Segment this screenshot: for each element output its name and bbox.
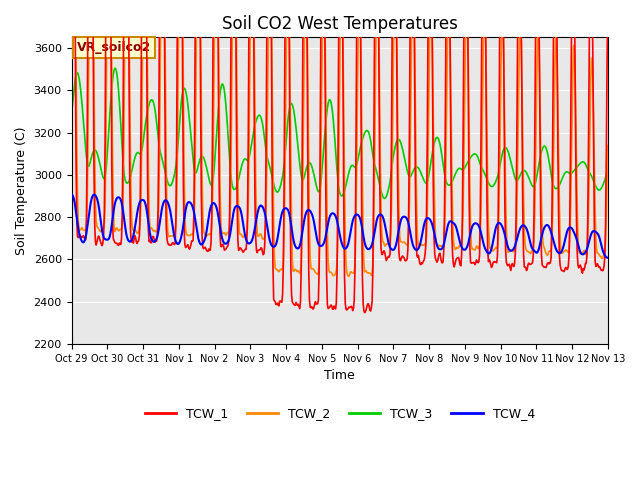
Line: TCW_4: TCW_4 [72, 194, 608, 258]
TCW_3 [216, 91, 224, 97]
TCW_3 [422, 180, 429, 186]
TCW_1 [361, 310, 369, 315]
TCW_1 [216, 230, 224, 236]
TCW_2 [188, 231, 195, 237]
TCW_3 [604, 168, 612, 174]
TCW_2 [133, 230, 141, 236]
Line: TCW_3: TCW_3 [72, 68, 608, 198]
Text: VR_soilco2: VR_soilco2 [77, 41, 151, 54]
TCW_4 [132, 215, 140, 221]
TCW_3 [406, 174, 414, 180]
Line: TCW_1: TCW_1 [72, 0, 608, 312]
TCW_2 [216, 176, 224, 182]
TCW_4 [405, 221, 413, 227]
TCW_2 [422, 239, 429, 245]
TCW_3 [133, 150, 141, 156]
TCW_2 [345, 274, 353, 279]
TCW_3 [68, 108, 76, 114]
TCW_4 [187, 200, 195, 206]
TCW_4 [216, 219, 223, 225]
TCW_3 [77, 93, 85, 98]
Line: TCW_2: TCW_2 [72, 0, 608, 276]
TCW_2 [604, 143, 612, 148]
Y-axis label: Soil Temperature (C): Soil Temperature (C) [15, 126, 28, 255]
TCW_3 [111, 65, 118, 71]
TCW_4 [68, 191, 76, 197]
TCW_1 [188, 238, 195, 244]
TCW_1 [422, 242, 429, 248]
Title: Soil CO2 West Temperatures: Soil CO2 West Temperatures [221, 15, 458, 33]
TCW_4 [77, 237, 85, 243]
TCW_4 [604, 255, 612, 261]
TCW_1 [133, 240, 141, 246]
X-axis label: Time: Time [324, 370, 355, 383]
TCW_1 [78, 235, 86, 240]
TCW_3 [381, 195, 388, 201]
TCW_3 [188, 141, 195, 147]
TCW_4 [420, 221, 428, 227]
TCW_2 [406, 155, 414, 160]
TCW_2 [78, 225, 86, 230]
TCW_1 [406, 14, 414, 20]
Legend: TCW_1, TCW_2, TCW_3, TCW_4: TCW_1, TCW_2, TCW_3, TCW_4 [140, 403, 540, 426]
